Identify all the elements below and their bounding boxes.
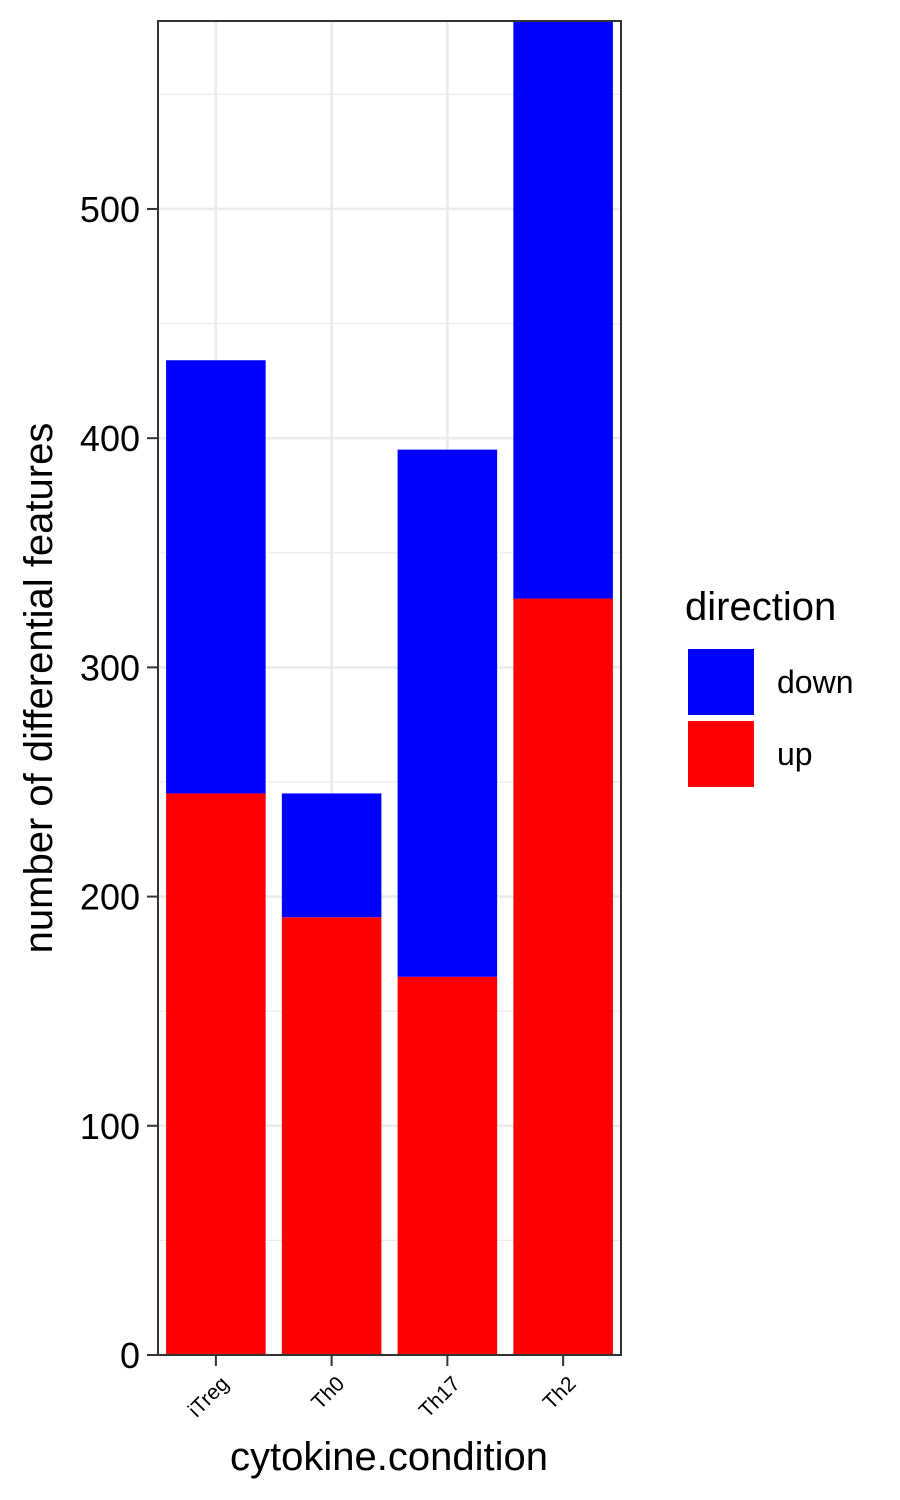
bar-th17-down xyxy=(397,449,498,977)
y-tick-label: 400 xyxy=(80,418,140,459)
x-axis-title: cytokine.condition xyxy=(230,1435,548,1479)
x-tick-label-itreg: iTreg xyxy=(184,1372,234,1422)
y-axis-title: number of differential features xyxy=(17,423,61,954)
legend-label-down: down xyxy=(777,664,854,700)
y-tick-label: 300 xyxy=(80,647,140,688)
bar-th2-down xyxy=(513,21,613,599)
y-tick-label: 0 xyxy=(120,1335,140,1376)
bars xyxy=(166,21,613,1355)
legend: direction down up xyxy=(685,585,854,787)
legend-title: direction xyxy=(685,585,836,629)
x-axis: iTreg Th0 Th17 Th2 xyxy=(184,1355,581,1422)
bar-th2-up xyxy=(513,598,613,1355)
x-tick-label-th2: Th2 xyxy=(539,1372,581,1414)
legend-label-up: up xyxy=(777,736,813,772)
bar-itreg-down xyxy=(166,360,266,794)
x-tick-label-th17: Th17 xyxy=(415,1372,465,1422)
bar-itreg-up xyxy=(166,793,266,1355)
bar-th0-up xyxy=(281,917,382,1355)
bar-th17-up xyxy=(397,976,498,1355)
legend-key-down xyxy=(688,649,754,715)
y-axis: 0 100 200 300 400 500 xyxy=(80,189,158,1376)
bar-th0-down xyxy=(281,793,382,918)
x-tick-label-th0: Th0 xyxy=(307,1372,349,1414)
y-tick-label: 100 xyxy=(80,1106,140,1147)
y-tick-label: 500 xyxy=(80,189,140,230)
plot-border xyxy=(157,20,622,1356)
y-tick-label: 200 xyxy=(80,877,140,918)
legend-key-up xyxy=(688,721,754,787)
